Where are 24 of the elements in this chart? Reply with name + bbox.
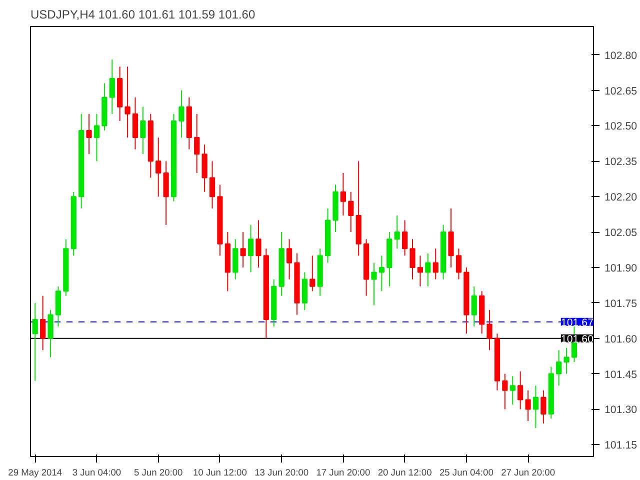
x-tick-label: 25 Jun 04:00 (439, 468, 494, 478)
y-tick-label: 101.75 (604, 298, 638, 310)
x-tick-label: 20 Jun 12:00 (378, 468, 432, 478)
y-tick-label: 102.50 (604, 120, 638, 133)
y-tick-label: 101.15 (604, 440, 638, 452)
y-tick-label: 101.60 (604, 333, 638, 346)
ref-line-label: 101.60 (560, 333, 594, 346)
x-tick-label: 29 May 2014 (8, 468, 62, 478)
x-tick-label: 5 Jun 20:00 (134, 468, 183, 478)
y-tick-label: 102.05 (604, 227, 638, 240)
y-tick-label: 102.65 (604, 85, 638, 98)
y-tick-label: 101.90 (604, 262, 638, 274)
x-tick-label: 27 Jun 20:00 (501, 468, 556, 478)
y-tick-label: 102.80 (604, 50, 638, 62)
x-tick-label: 10 Jun 12:00 (192, 468, 247, 478)
chart-title: USDJPY,H4 101.60 101.61 101.59 101.60 (30, 8, 256, 22)
x-tick-label: 17 Jun 20:00 (316, 468, 370, 478)
y-tick-label: 101.45 (604, 368, 638, 381)
x-tick-label: 13 Jun 20:00 (254, 468, 309, 478)
y-tick-label: 102.20 (604, 192, 638, 204)
y-tick-label: 102.35 (604, 156, 638, 168)
y-tick-label: 101.30 (604, 404, 638, 416)
ref-line-label: 101.67 (560, 316, 594, 329)
x-tick-label: 3 Jun 04:00 (72, 468, 122, 478)
